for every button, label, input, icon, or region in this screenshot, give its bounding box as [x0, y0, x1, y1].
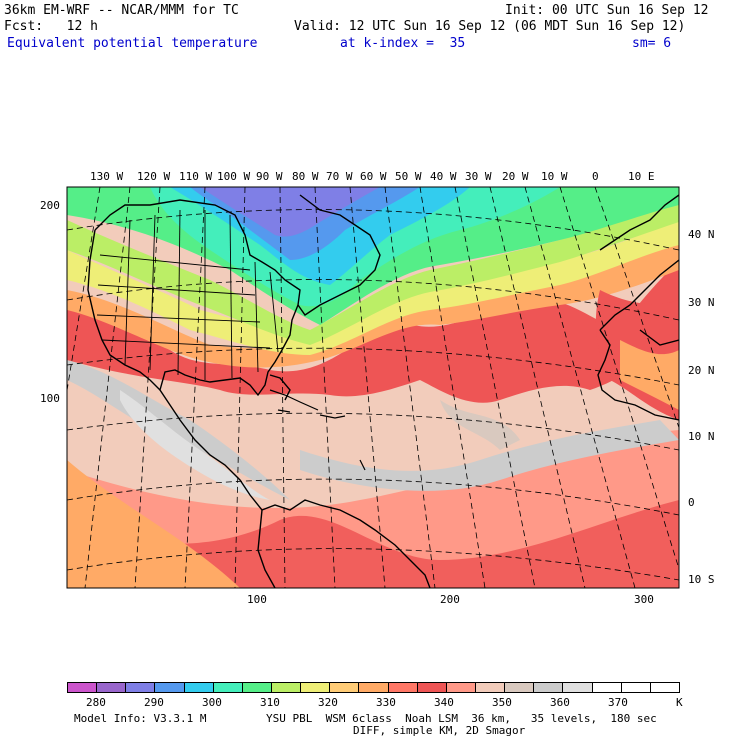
colorbar-swatch: [125, 682, 156, 693]
field-south-hot: [67, 500, 679, 588]
colorbar-swatch: [67, 682, 98, 693]
colorbar-swatch: [533, 682, 564, 693]
colorbar-swatch: [387, 682, 418, 693]
lon-label: 100 W: [217, 170, 251, 183]
lon-label: 120 W: [137, 170, 171, 183]
field-orange-band: [67, 240, 679, 368]
colorbar-swatch: [445, 682, 476, 693]
colorbar-swatch: [183, 682, 214, 693]
lon-label: 30 W: [465, 170, 492, 183]
colorbar-swatch: [475, 682, 506, 693]
colorbar-label: 330: [376, 696, 396, 709]
coastlines: [87, 194, 679, 588]
colorbar-swatch: [416, 682, 447, 693]
colorbar-swatch: [649, 682, 680, 693]
field-yellow-band: [67, 220, 679, 355]
colorbar-swatch: [358, 682, 389, 693]
lat-label: 40 N: [688, 228, 715, 241]
grid-x-label: 300: [634, 593, 654, 606]
forecast-hour: Fcst: 12 h: [4, 19, 98, 34]
lon-label: 110 W: [179, 170, 213, 183]
init-time: Init: 00 UTC Sun 16 Sep 12: [505, 3, 709, 18]
lon-label: 130 W: [90, 170, 124, 183]
grid-x-label: 200: [440, 593, 460, 606]
field-sahara-orange: [620, 340, 679, 410]
colorbar-swatch: [271, 682, 302, 693]
smoothing-info: sm= 6: [632, 36, 672, 51]
lon-label: 70 W: [326, 170, 353, 183]
field-light-green-band: [67, 200, 679, 345]
political-borders: [96, 209, 279, 380]
lat-label: 30 N: [688, 296, 715, 309]
diffusion-info: DIFF, simple KM, 2D Smagor: [353, 724, 526, 737]
field-mid-red: [67, 260, 679, 403]
model-title: 36km EM-WRF -- NCAR/MMM for TC: [4, 3, 239, 18]
map-frame: [66, 186, 680, 589]
colorbar-label: 320: [318, 696, 338, 709]
lon-label: 20 W: [502, 170, 529, 183]
colorbar-label: 370: [608, 696, 628, 709]
valid-time: Valid: 12 UTC Sun 16 Sep 12 (06 MDT Sun …: [294, 19, 686, 34]
colorbar-label: 350: [492, 696, 512, 709]
field-name: Equivalent potential temperature: [7, 36, 258, 51]
lon-label: 90 W: [256, 170, 283, 183]
islands: [269, 389, 366, 471]
field-grey-3: [440, 400, 520, 450]
grid-x-label: 100: [247, 593, 267, 606]
lat-label: 10 S: [688, 573, 715, 586]
colorbar-label: 310: [260, 696, 280, 709]
lon-label: 0: [592, 170, 599, 183]
lat-label: 0: [688, 496, 695, 509]
field-grey-west: [120, 390, 270, 500]
lon-label: 60 W: [360, 170, 387, 183]
colorbar-unit: K: [676, 696, 683, 709]
colorbar-swatch: [591, 682, 622, 693]
colorbar-swatch: [620, 682, 651, 693]
colorbar-swatch: [212, 682, 243, 693]
grid-y-label: 100: [40, 392, 60, 405]
model-info: Model Info: V3.3.1 M: [74, 712, 207, 725]
colorbar-label: 300: [202, 696, 222, 709]
lon-label: 50 W: [395, 170, 422, 183]
colorbar-label: 290: [144, 696, 164, 709]
lat-label: 20 N: [688, 364, 715, 377]
lon-label: 10 E: [628, 170, 655, 183]
colorbar-swatch: [300, 682, 331, 693]
colorbar-swatch: [96, 682, 127, 693]
grid-y-label: 200: [40, 199, 60, 212]
lon-label: 80 W: [292, 170, 319, 183]
colorbar-label: 360: [550, 696, 570, 709]
colorbar-swatch: [329, 682, 360, 693]
field-grey-2: [300, 420, 679, 491]
level-info: at k-index = 35: [340, 36, 466, 51]
graticule: [67, 187, 679, 588]
colorbar-swatch: [154, 682, 185, 693]
lon-label: 10 W: [541, 170, 568, 183]
colorbar-swatch: [562, 682, 593, 693]
colorbar-label: 340: [434, 696, 454, 709]
colorbar-swatch: [504, 682, 535, 693]
lat-label: 10 N: [688, 430, 715, 443]
lon-label: 40 W: [430, 170, 457, 183]
physics-info: YSU PBL WSM 6class Noah LSM 36 km, 35 le…: [266, 712, 657, 725]
colorbar-swatch: [241, 682, 272, 693]
field-sw-orange: [67, 460, 240, 588]
colorbar-label: 280: [86, 696, 106, 709]
